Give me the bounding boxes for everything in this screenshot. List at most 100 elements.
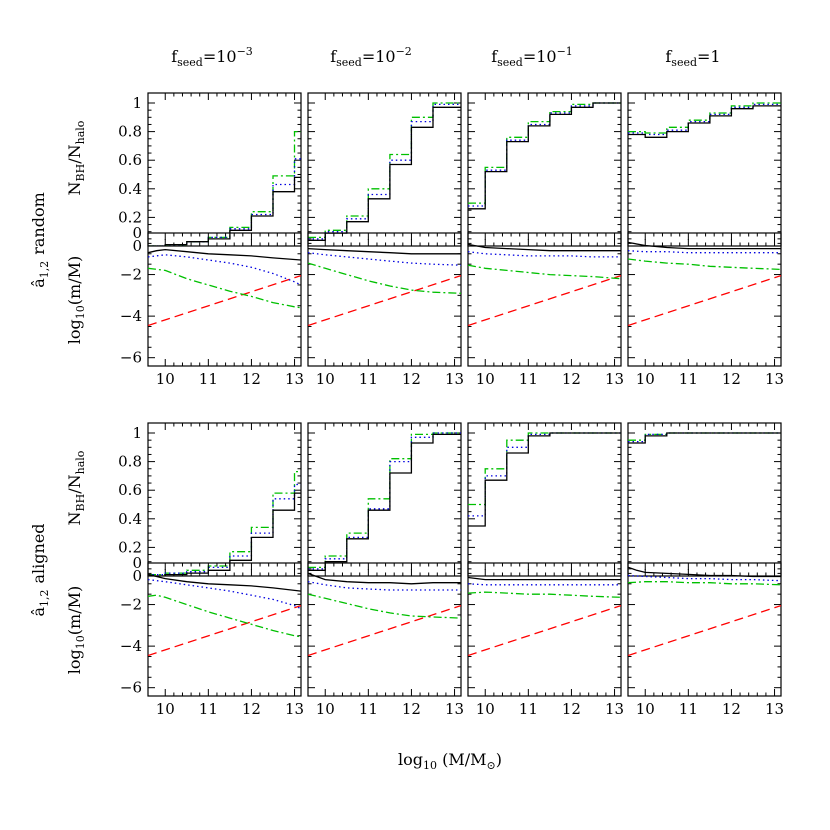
x-tick-label: 10 — [476, 370, 495, 388]
x-tick-label: 13 — [285, 700, 304, 718]
series-red-reference-line — [628, 274, 781, 327]
series-green-line — [628, 258, 781, 271]
column-title-1: fseed=10−3 — [171, 45, 253, 69]
series-blue-line — [628, 574, 781, 582]
series-green-line — [468, 591, 621, 598]
panel-frame — [627, 562, 782, 697]
x-tick-label: 11 — [519, 700, 538, 718]
panel-random-ratio-fseed-1e-2: 10 11 12 13 — [307, 232, 464, 388]
series-green-step — [628, 432, 781, 441]
series-group — [308, 432, 461, 571]
series-black-line — [628, 566, 781, 578]
series-blue-step — [628, 103, 781, 136]
series-group — [628, 241, 781, 327]
panel-random-fraction-fseed-1 — [627, 92, 782, 247]
series-blue-line — [308, 252, 461, 266]
series-red-reference-line — [148, 604, 301, 657]
series-blue-line — [308, 581, 461, 591]
panel-frame — [467, 422, 622, 577]
series-group — [628, 432, 781, 444]
y-tick-label: 0.4 — [118, 510, 142, 528]
x-tick-label: 13 — [605, 700, 624, 718]
panel-frame — [147, 422, 302, 577]
series-group — [148, 573, 301, 657]
x-tick-label: 12 — [722, 370, 741, 388]
x-tick-label: 12 — [242, 370, 261, 388]
panel-frame — [147, 562, 302, 697]
x-tick-label: 10 — [156, 370, 175, 388]
panel-random-ratio-fseed-1e-3: 10 11 12 13 0 −2 −4 −6 — [120, 224, 304, 388]
y-tick-label: −2 — [120, 266, 142, 284]
panel-frame — [147, 92, 302, 247]
x-tick-label: 13 — [765, 700, 784, 718]
x-tick-label: 13 — [285, 370, 304, 388]
series-group — [628, 566, 781, 657]
x-tick-label: 10 — [636, 700, 655, 718]
x-tick-label: 10 — [156, 700, 175, 718]
series-black-line — [468, 576, 621, 581]
series-green-line — [308, 262, 461, 294]
series-group — [468, 243, 621, 327]
panel-aligned-fraction-fseed-1e-2 — [307, 422, 462, 577]
y-tick-label: 0 — [132, 224, 142, 242]
series-green-step — [148, 130, 301, 246]
panel-aligned-ratio-fseed-1e-2: 10 11 12 13 — [307, 562, 464, 718]
y-tick-label: 0.6 — [118, 151, 142, 169]
series-black-step — [468, 102, 621, 210]
panel-random-ratio-fseed-1e-1: 10 11 12 13 — [467, 232, 624, 388]
panel-aligned-ratio-fseed-1e-1: 10 11 12 13 — [467, 562, 624, 718]
x-tick-label: 11 — [679, 700, 698, 718]
series-black-step — [628, 105, 781, 138]
series-green-step — [468, 432, 621, 506]
series-blue-step — [468, 102, 621, 207]
series-group — [148, 470, 301, 576]
x-tick-label: 12 — [402, 370, 421, 388]
x-tick-label: 12 — [402, 700, 421, 718]
panel-random-fraction-fseed-1e-3: 00.20.40.60.81 — [118, 92, 302, 255]
panel-frame — [627, 232, 782, 367]
x-tick-label: 13 — [765, 370, 784, 388]
series-group — [308, 102, 461, 241]
panel-frame — [307, 92, 462, 247]
series-group — [308, 247, 461, 327]
row-group-label-random: â1,2random — [29, 192, 51, 288]
y-tick-label: 0.2 — [118, 538, 142, 556]
panel-frame — [147, 232, 302, 367]
y-tick-label: −6 — [120, 679, 142, 697]
series-blue-step — [468, 432, 621, 517]
y-tick-label: 1 — [132, 94, 142, 112]
series-green-step — [468, 102, 621, 204]
ylabel-fraction-random: NBH/Nhalo — [65, 120, 87, 195]
series-green-line — [628, 581, 781, 586]
panel-frame — [307, 562, 462, 697]
y-tick-label: 0.8 — [118, 123, 142, 141]
series-blue-line — [468, 583, 621, 586]
series-green-line — [308, 593, 461, 619]
series-group — [148, 130, 301, 246]
series-red-reference-line — [628, 604, 781, 657]
y-tick-label: −6 — [120, 349, 142, 367]
series-green-step — [148, 470, 301, 576]
series-black-line — [308, 247, 461, 255]
series-red-reference-line — [308, 274, 461, 327]
series-group — [148, 248, 301, 327]
series-red-reference-line — [468, 604, 621, 657]
series-green-step — [308, 432, 461, 569]
series-black-step — [308, 433, 461, 571]
panel-random-fraction-fseed-1e-2 — [307, 92, 462, 247]
panel-aligned-ratio-fseed-1e-3: 10 11 12 13 0 −2 −4 −6 — [120, 554, 304, 718]
series-green-step — [308, 102, 461, 239]
x-tick-label: 10 — [316, 700, 335, 718]
ylabel-fraction-aligned: NBH/Nhalo — [65, 450, 87, 525]
series-red-reference-line — [308, 604, 461, 657]
y-tick-label: 0.2 — [118, 208, 142, 226]
series-black-step — [148, 492, 301, 576]
series-green-line — [148, 594, 301, 638]
series-black-step — [468, 432, 621, 527]
y-tick-label: 0 — [132, 554, 142, 572]
series-black-step — [148, 176, 301, 246]
x-tick-label: 11 — [519, 370, 538, 388]
x-tick-label: 11 — [199, 700, 218, 718]
column-title-3: fseed=10−1 — [491, 45, 573, 69]
